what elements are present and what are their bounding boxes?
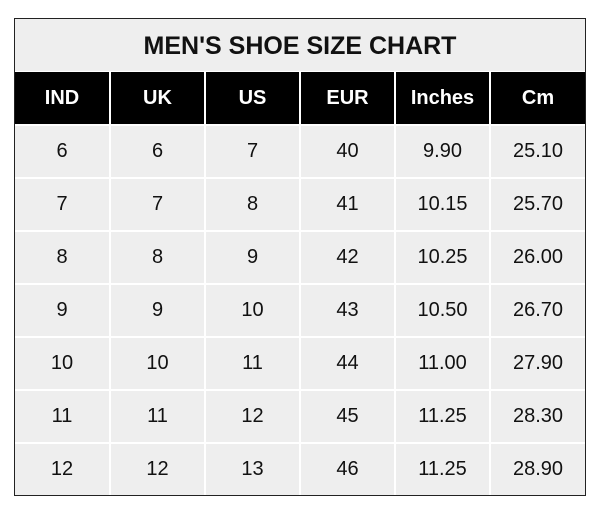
column-header-cm: Cm [490,72,585,125]
cell-uk: 9 [110,283,206,337]
cell-us: 7 [205,124,301,178]
cell-us: 9 [205,230,301,284]
header-row: IND UK US EUR Inches Cm [15,72,585,125]
cell-ind: 6 [15,124,111,178]
cell-ind: 10 [15,336,111,390]
cell-uk: 12 [110,442,206,495]
cell-uk: 7 [110,177,206,231]
cell-inches: 10.50 [395,283,491,337]
cell-us: 10 [205,283,301,337]
cell-ind: 11 [15,389,111,443]
column-header-us: US [205,72,301,125]
column-header-ind: IND [15,72,111,125]
cell-cm: 28.30 [490,389,585,443]
cell-us: 12 [205,389,301,443]
cell-cm: 26.70 [490,283,585,337]
cell-ind: 12 [15,442,111,495]
table-row: 12 12 13 46 11.25 28.90 [15,442,585,495]
cell-uk: 8 [110,230,206,284]
cell-uk: 6 [110,124,206,178]
cell-inches: 10.15 [395,177,491,231]
size-table: IND UK US EUR Inches Cm 6 6 7 40 9.90 25.10 7 7 8 41 10… [15,72,585,495]
cell-ind: 8 [15,230,111,284]
column-header-inches: Inches [395,72,491,125]
cell-eur: 42 [300,230,396,284]
table-row: 8 8 9 42 10.25 26.00 [15,230,585,284]
size-chart: MEN'S SHOE SIZE CHART IND UK US EUR Inches Cm… [14,18,586,496]
cell-cm: 25.10 [490,124,585,178]
cell-ind: 7 [15,177,111,231]
cell-inches: 11.25 [395,389,491,443]
column-header-uk: UK [110,72,206,125]
cell-cm: 28.90 [490,442,585,495]
cell-inches: 9.90 [395,124,491,178]
table-row: 9 9 10 43 10.50 26.70 [15,283,585,337]
cell-uk: 11 [110,389,206,443]
cell-eur: 40 [300,124,396,178]
cell-cm: 26.00 [490,230,585,284]
cell-inches: 11.00 [395,336,491,390]
cell-uk: 10 [110,336,206,390]
table-row: 7 7 8 41 10.15 25.70 [15,177,585,231]
table-row: 6 6 7 40 9.90 25.10 [15,124,585,178]
chart-title: MEN'S SHOE SIZE CHART [15,19,585,72]
cell-inches: 11.25 [395,442,491,495]
cell-eur: 46 [300,442,396,495]
cell-us: 13 [205,442,301,495]
cell-eur: 41 [300,177,396,231]
cell-cm: 25.70 [490,177,585,231]
table-row: 11 11 12 45 11.25 28.30 [15,389,585,443]
column-header-eur: EUR [300,72,396,125]
cell-eur: 43 [300,283,396,337]
cell-ind: 9 [15,283,111,337]
cell-us: 8 [205,177,301,231]
cell-us: 11 [205,336,301,390]
cell-eur: 44 [300,336,396,390]
cell-inches: 10.25 [395,230,491,284]
cell-eur: 45 [300,389,396,443]
cell-cm: 27.90 [490,336,585,390]
table-row: 10 10 11 44 11.00 27.90 [15,336,585,390]
